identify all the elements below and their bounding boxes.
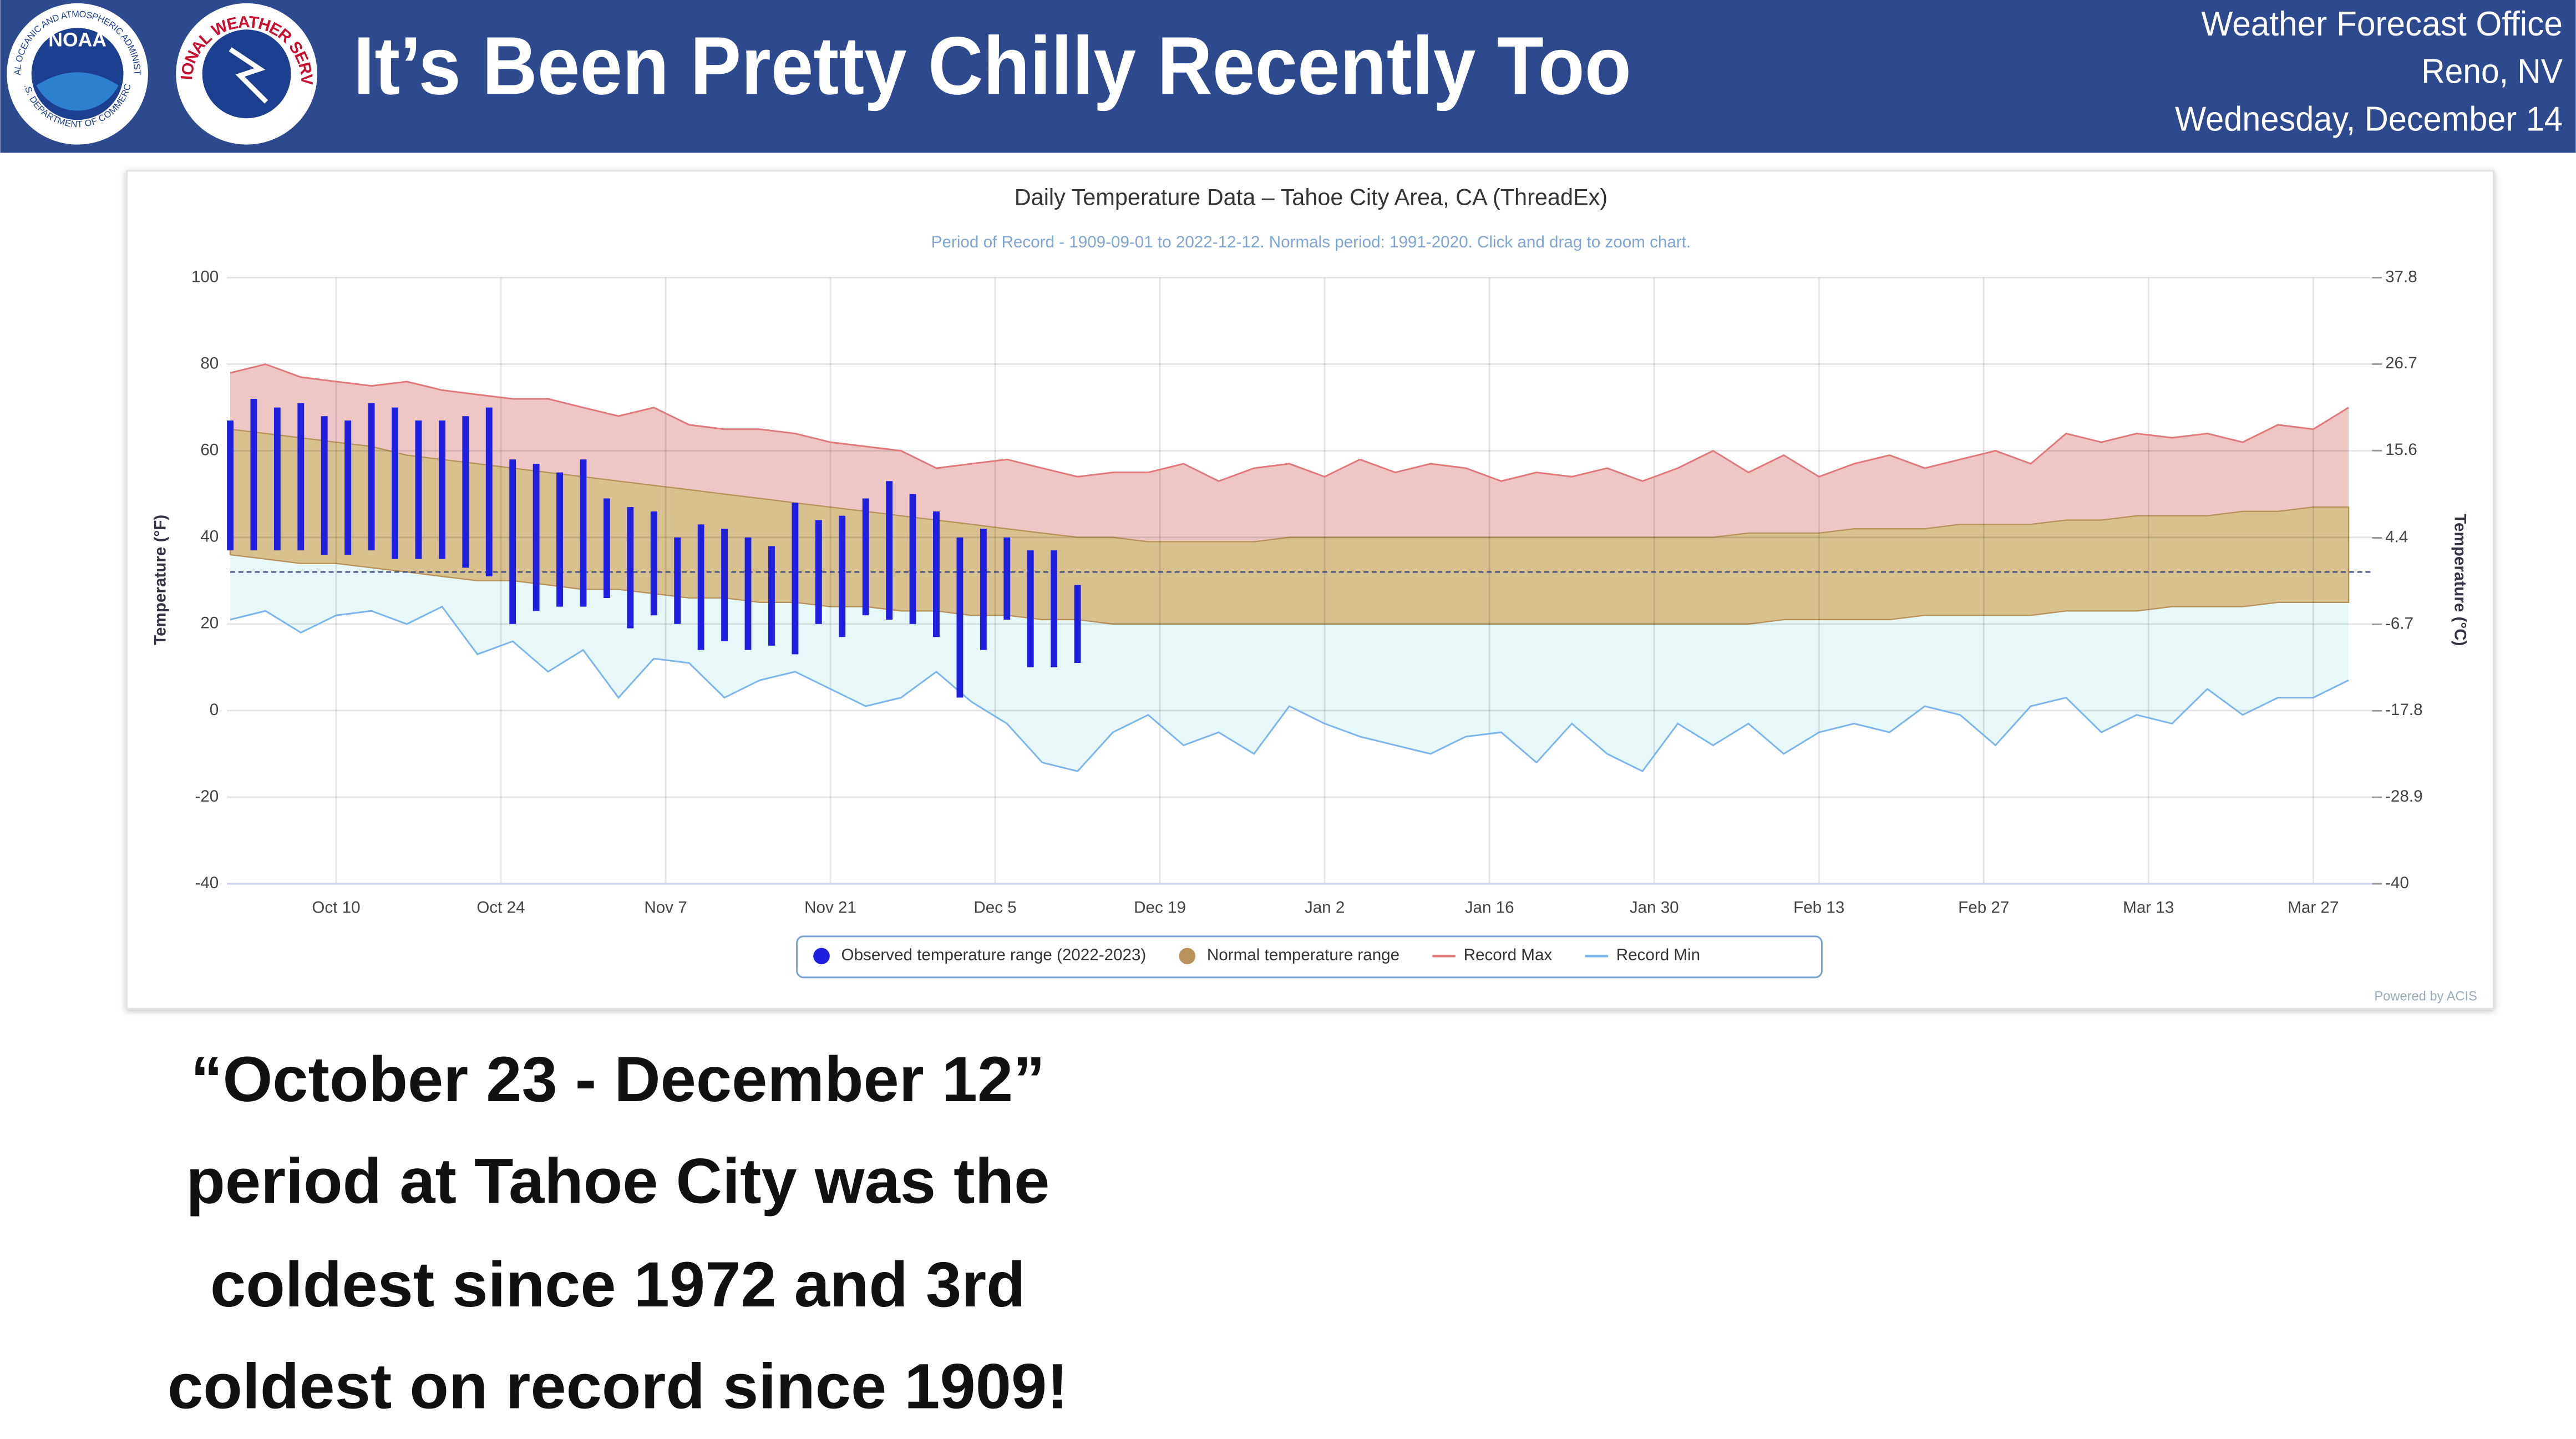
legend-label: Normal temperature range	[1207, 946, 1399, 964]
chart-title: Daily Temperature Data – Tahoe City Area…	[1015, 184, 1608, 210]
observed-bar	[1051, 550, 1058, 667]
legend-marker	[813, 947, 830, 965]
observed-bar	[603, 498, 610, 598]
observed-bar	[250, 398, 257, 551]
y-tick-label: 80	[200, 354, 219, 372]
x-tick-label: Oct 24	[476, 898, 525, 916]
observed-bar	[956, 537, 964, 698]
legend-marker	[1179, 947, 1196, 965]
observed-bar	[792, 503, 799, 655]
observed-bar	[533, 464, 540, 611]
x-tick-label: Nov 7	[644, 898, 687, 916]
observed-bar	[297, 403, 305, 551]
legend-label: Record Max	[1464, 946, 1553, 964]
x-tick-label: Feb 13	[1793, 898, 1844, 916]
legend-box	[796, 935, 1823, 979]
observed-bar	[438, 420, 445, 559]
observed-bar	[909, 494, 916, 624]
observed-bar	[744, 537, 752, 650]
x-tick-label: Nov 21	[804, 898, 856, 916]
caption-line: period at Tahoe City was the	[186, 1145, 1049, 1217]
x-tick-label: Jan 2	[1305, 898, 1345, 916]
observed-bar	[674, 537, 681, 624]
observed-bar	[1003, 537, 1011, 620]
x-tick-label: Mar 27	[2288, 898, 2339, 916]
y-tick-label: 0	[210, 701, 219, 719]
observed-bar	[815, 520, 822, 624]
y2-tick-label: 26.7	[2385, 354, 2417, 372]
office-line: Wednesday, December 14	[2175, 100, 2563, 139]
office-line: Reno, NV	[2421, 53, 2563, 91]
caption-line: coldest since 1972 and 3rd	[210, 1249, 1026, 1320]
caption-line: “October 23 - December 12”	[191, 1043, 1045, 1115]
chart-subtitle: Period of Record - 1909-09-01 to 2022-12…	[931, 233, 1691, 251]
observed-bar	[462, 416, 469, 568]
y2-tick-label: 15.6	[2385, 440, 2417, 459]
legend-label: Record Min	[1616, 946, 1700, 964]
observed-bar	[485, 407, 493, 576]
credit: Powered by ACIS	[2374, 990, 2477, 1004]
x-tick-label: Dec 19	[1134, 898, 1186, 916]
x-tick-label: Jan 16	[1465, 898, 1514, 916]
legend-label: Observed temperature range (2022-2023)	[841, 946, 1147, 964]
record-line	[230, 605, 2349, 773]
x-tick-label: Jan 30	[1630, 898, 1679, 916]
y2-tick-label: -17.8	[2385, 701, 2423, 719]
y-tick-label: -20	[195, 787, 219, 805]
observed-bar	[321, 416, 328, 555]
observed-bar	[368, 403, 375, 551]
observed-bar	[697, 524, 704, 650]
observed-bar	[1074, 585, 1081, 663]
y2-axis-title: Temperature (°C)	[2451, 514, 2469, 646]
x-tick-label: Dec 5	[973, 898, 1016, 916]
observed-bar	[768, 546, 775, 646]
observed-bar	[580, 459, 587, 607]
logo-text: NOAA	[48, 28, 107, 50]
y2-tick-label: -6.7	[2385, 614, 2413, 632]
observed-bar	[509, 459, 516, 624]
x-tick-label: Mar 13	[2123, 898, 2174, 916]
observed-bar	[273, 407, 281, 551]
observed-bar	[886, 481, 893, 620]
x-tick-label: Feb 27	[1958, 898, 2009, 916]
record-line	[230, 363, 2349, 482]
observed-bar	[344, 420, 352, 555]
observed-bar	[862, 498, 869, 616]
observed-bar	[392, 407, 398, 559]
record-max-zone	[230, 364, 2349, 542]
y-tick-label: 40	[200, 528, 219, 546]
slide-title: It’s Been Pretty Chilly Recently Too	[353, 20, 1631, 112]
y-tick-label: 60	[200, 440, 219, 459]
y2-tick-label: -28.9	[2385, 787, 2423, 805]
y2-tick-label: 37.8	[2385, 267, 2417, 286]
x-tick-label: Oct 10	[312, 898, 360, 916]
observed-bar	[556, 472, 563, 607]
record-min-zone	[230, 554, 2349, 772]
y-tick-label: 20	[200, 614, 219, 632]
header-bar	[0, 0, 2576, 153]
observed-bar	[627, 507, 634, 629]
y-tick-label: -40	[195, 874, 219, 892]
observed-bar	[721, 529, 728, 642]
observed-bar	[933, 511, 940, 637]
y-axis-title: Temperature (°F)	[151, 515, 169, 645]
y2-tick-label: 4.4	[2385, 528, 2408, 546]
office-line: Weather Forecast Office	[2201, 5, 2562, 43]
y-tick-label: 100	[191, 267, 219, 286]
observed-bar	[415, 420, 422, 559]
caption-line: coldest on record since 1909!	[168, 1351, 1068, 1422]
observed-bar	[839, 515, 846, 637]
observed-bar	[650, 511, 657, 616]
y2-tick-label: -40	[2385, 874, 2409, 892]
observed-bar	[980, 529, 987, 650]
observed-bar	[1027, 550, 1034, 667]
observed-bar	[227, 420, 234, 551]
